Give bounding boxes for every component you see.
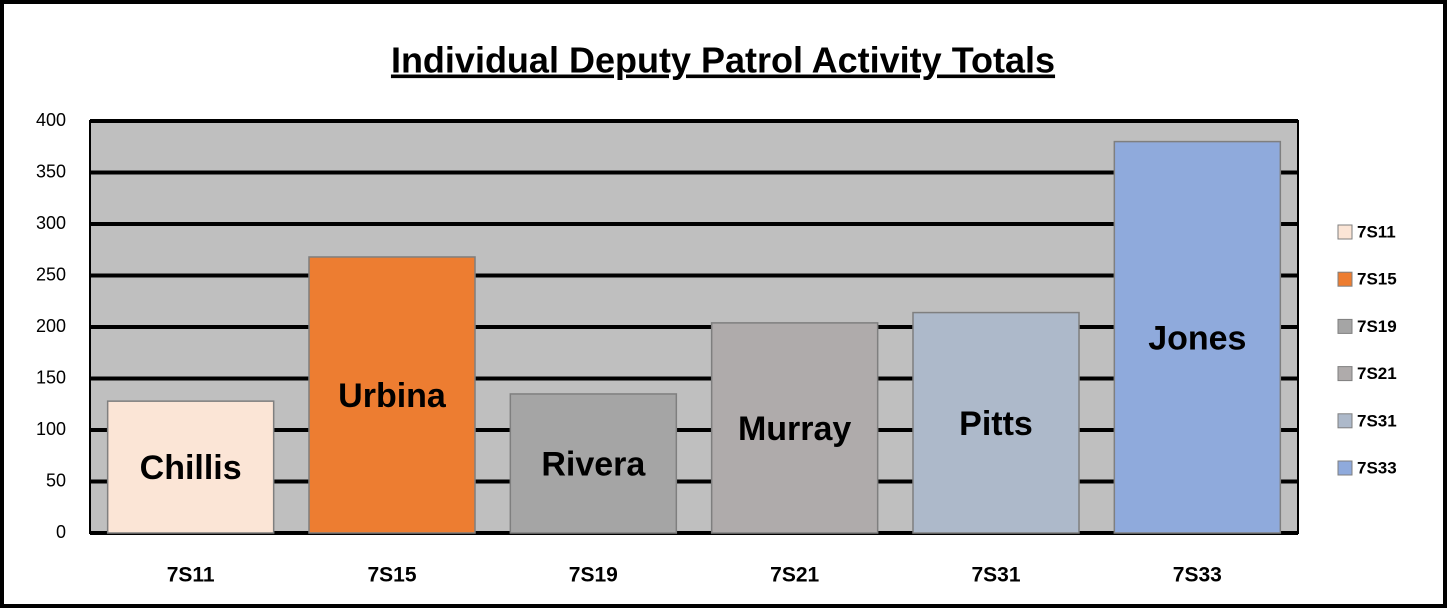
legend-label: 7S21 <box>1357 364 1397 383</box>
bar <box>308 256 476 534</box>
y-tick-label: 300 <box>36 213 66 233</box>
x-tick-label: 7S33 <box>1173 564 1222 587</box>
x-tick-label: 7S19 <box>569 564 618 587</box>
bar-label: Pitts <box>959 405 1033 443</box>
chart-title: Individual Deputy Patrol Activity Totals <box>391 40 1055 81</box>
x-tick-label: 7S15 <box>367 564 416 587</box>
legend-swatch <box>1337 224 1353 240</box>
bar-label: Chillis <box>140 449 242 487</box>
legend-swatch <box>1337 460 1353 476</box>
legend-swatch <box>1337 366 1353 382</box>
x-tick-label: 7S21 <box>770 564 819 587</box>
legend-label: 7S33 <box>1357 458 1397 477</box>
bar-label: Jones <box>1148 319 1246 357</box>
legend-label: 7S11 <box>1357 222 1396 241</box>
legend-swatch <box>1337 413 1353 429</box>
x-tick-label: 7S11 <box>167 564 215 587</box>
bar <box>106 400 275 534</box>
y-tick-label: 200 <box>36 316 66 336</box>
y-tick-label: 250 <box>36 264 66 284</box>
legend-label: 7S15 <box>1357 270 1397 289</box>
y-tick-label: 50 <box>46 470 66 490</box>
bar-label: Rivera <box>541 445 646 483</box>
bar-label: Murray <box>738 410 851 448</box>
bar <box>710 322 879 534</box>
bar <box>1113 140 1282 534</box>
y-tick-label: 0 <box>56 522 66 542</box>
legend-swatch <box>1337 318 1353 334</box>
legend-label: 7S31 <box>1357 411 1397 430</box>
legend-label: 7S19 <box>1357 317 1397 336</box>
y-tick-label: 350 <box>36 161 66 181</box>
legend-swatch <box>1337 271 1353 287</box>
bar <box>509 393 678 534</box>
bar <box>912 311 1080 534</box>
x-tick-label: 7S31 <box>971 564 1020 587</box>
y-tick-label: 400 <box>36 110 66 130</box>
bar-label: Urbina <box>338 377 447 415</box>
y-tick-label: 100 <box>36 419 66 439</box>
y-tick-label: 150 <box>36 367 66 387</box>
